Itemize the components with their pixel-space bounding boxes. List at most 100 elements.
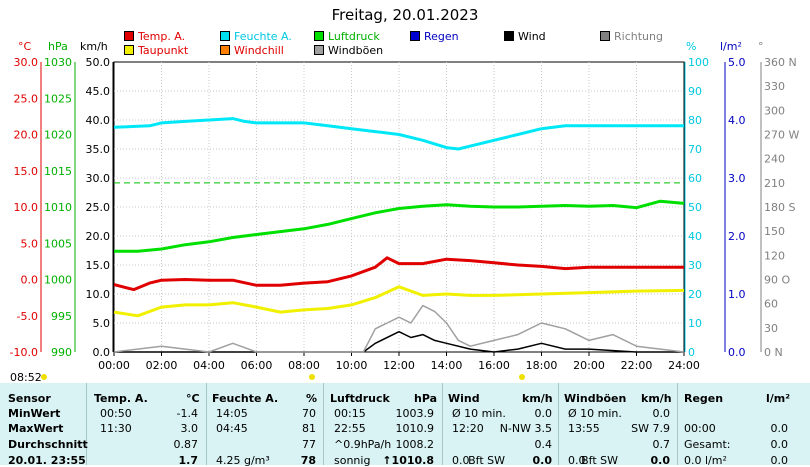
series-0-line: [113, 117, 684, 151]
wind-value: 0.0: [532, 454, 553, 467]
temp-tick-label: 25.0: [14, 92, 39, 105]
temp-time: 00:50: [100, 407, 132, 420]
header-hum-unit: %: [306, 392, 318, 405]
press-value: 1010.9: [395, 422, 435, 435]
row-label: 20.01. 23:55: [8, 454, 86, 467]
legend-swatch: [600, 31, 610, 41]
gust-extra: SW 7.9: [631, 422, 670, 435]
gust-time: 0.0: [568, 454, 586, 467]
wind-tick-label: 35.0: [86, 143, 111, 156]
wind-tick-label: 0.0: [93, 346, 111, 359]
legend-item-1: Feuchte A.: [220, 30, 292, 43]
press-tick-label: 1030: [44, 56, 72, 69]
current-time: 08:52: [10, 371, 42, 384]
temp-tick-label: -5.0: [17, 310, 38, 323]
legend-swatch: [410, 31, 420, 41]
hum-tick-label: 30: [688, 259, 702, 272]
hum-tick-label: 0: [688, 346, 695, 359]
rain-value: 0.0: [770, 438, 789, 451]
hum-time: 14:05: [216, 407, 248, 420]
sunrise-marker: [309, 374, 315, 380]
header-press-unit: hPa: [414, 392, 438, 405]
x-tick-label: 10:00: [336, 359, 368, 372]
press-value: 1003.9: [395, 407, 435, 420]
hum-tick-label: 90: [688, 85, 702, 98]
hum-tick-label: 40: [688, 230, 702, 243]
header-rain: Regen: [684, 392, 724, 405]
legend-label: Windböen: [328, 44, 384, 57]
hum-tick-label: 50: [688, 201, 702, 214]
legend-label: Taupunkt: [138, 44, 189, 57]
press-tick-label: 1025: [44, 92, 72, 105]
legend-label: Temp. A.: [138, 30, 186, 43]
wind-axis-unit: km/h: [80, 40, 108, 53]
now-marker: [41, 374, 47, 380]
series-2-line: [113, 256, 684, 292]
hum-axis-unit: %: [686, 40, 697, 53]
press-tick-label: 990: [51, 346, 72, 359]
legend-item-0: Temp. A.: [124, 30, 185, 43]
hum-tick-label: 100: [688, 56, 709, 69]
rain-time: 00:00: [684, 422, 716, 435]
wind-time: Ø 10 min.: [452, 407, 506, 420]
temp-axis-unit: °C: [18, 40, 32, 53]
legend-label: Windchill: [234, 44, 284, 57]
press-value: 1008.2: [395, 438, 435, 451]
rain-tick-label: 4.0: [728, 114, 746, 127]
temp-tick-label: 10.0: [14, 201, 39, 214]
legend-label: Richtung: [614, 30, 663, 43]
header-temp: Temp. A.: [94, 392, 148, 405]
hum-tick-label: 60: [688, 172, 702, 185]
legend-item-5: Richtung: [600, 30, 663, 43]
series-1-line: [114, 199, 685, 253]
press-time: ^0.9hPa/h: [334, 438, 392, 451]
wind-value: 0.0: [534, 407, 553, 420]
wind-tick-label: 30.0: [86, 172, 111, 185]
legend-label: Luftdruck: [328, 30, 380, 43]
rain-axis-unit: l/m²: [720, 40, 742, 53]
press-time: 22:55: [334, 422, 366, 435]
hum-tick-label: 70: [688, 143, 702, 156]
wind-time: 0.0: [452, 454, 470, 467]
header-hum: Feuchte A.: [212, 392, 279, 405]
header-wind-unit: km/h: [522, 392, 553, 405]
gust-value: 0.0: [650, 454, 671, 467]
legend-item-7: Windchill: [220, 44, 284, 57]
header-sensor: Sensor: [8, 392, 51, 405]
x-tick-label: 08:00: [288, 359, 320, 372]
hum-value: 78: [300, 454, 316, 467]
x-tick-label: 14:00: [431, 359, 463, 372]
press-tick-label: 995: [51, 310, 72, 323]
x-tick-label: 00:00: [98, 359, 130, 372]
rain-value: 0.0: [770, 422, 789, 435]
sunset-marker: [519, 374, 525, 380]
legend-label: Regen: [424, 30, 459, 43]
press-time: 00:15: [334, 407, 366, 420]
gust-value: 0.0: [652, 407, 671, 420]
legend-swatch: [504, 31, 514, 41]
temp-time: 11:30: [100, 422, 132, 435]
rain-tick-label: 3.0: [728, 172, 746, 185]
wind-tick-label: 15.0: [86, 259, 111, 272]
series-4-line: [114, 330, 684, 353]
temp-value: 0.87: [173, 438, 199, 451]
header-wind: Wind: [448, 392, 480, 405]
legend-swatch: [220, 45, 230, 55]
legend-item-6: Taupunkt: [124, 44, 188, 57]
rain-time: Gesamt:: [684, 438, 731, 451]
legend-swatch: [314, 45, 324, 55]
dir-tick-label: 240: [764, 153, 785, 166]
dir-tick-label: 0 N: [764, 346, 783, 359]
hum-value: 81: [302, 422, 316, 435]
legend-item-2: Luftdruck: [314, 30, 380, 43]
hum-tick-label: 10: [688, 317, 702, 330]
gust-time: 13:55: [568, 422, 600, 435]
row-label: MinWert: [8, 407, 61, 420]
legend-item-8: Windböen: [314, 44, 383, 57]
gust-time: Ø 10 min.: [568, 407, 622, 420]
series-3-line: [113, 285, 685, 318]
legend-swatch: [124, 45, 134, 55]
temp-value: 3.0: [180, 422, 199, 435]
dir-tick-label: 270 W: [764, 129, 799, 142]
rain-value: 0.0: [770, 454, 789, 467]
